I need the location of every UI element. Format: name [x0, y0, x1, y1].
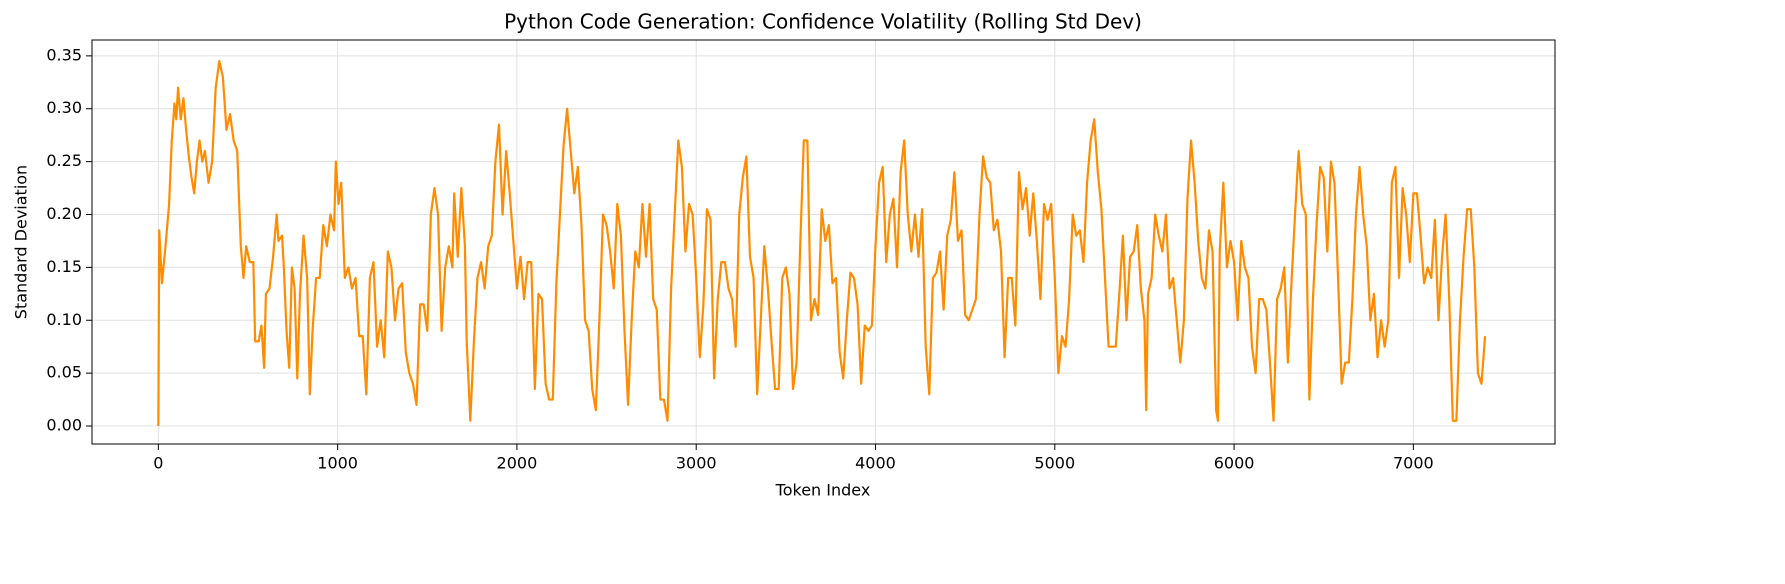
- chart-title: Python Code Generation: Confidence Volat…: [504, 10, 1142, 34]
- x-tick-label: 5000: [1034, 454, 1075, 473]
- y-tick-label: 0.20: [46, 204, 82, 223]
- x-tick-label: 0: [153, 454, 163, 473]
- y-tick-label: 0.15: [46, 257, 82, 276]
- x-tick-label: 2000: [497, 454, 538, 473]
- y-tick-label: 0.00: [46, 416, 82, 435]
- y-tick-label: 0.10: [46, 310, 82, 329]
- x-tick-label: 7000: [1393, 454, 1434, 473]
- x-axis-label: Token Index: [775, 481, 871, 500]
- x-tick-label: 4000: [855, 454, 896, 473]
- plot-frame: [91, 39, 1556, 445]
- y-tick-label: 0.05: [46, 363, 82, 382]
- x-tick-label: 6000: [1214, 454, 1255, 473]
- y-tick-label: 0.35: [46, 45, 82, 64]
- y-tick-label: 0.25: [46, 151, 82, 170]
- data-line: [157, 60, 1487, 427]
- x-tick-label: 1000: [317, 454, 358, 473]
- x-tick-label: 3000: [676, 454, 717, 473]
- y-tick-label: 0.30: [46, 98, 82, 117]
- y-axis-label: Standard Deviation: [12, 165, 31, 319]
